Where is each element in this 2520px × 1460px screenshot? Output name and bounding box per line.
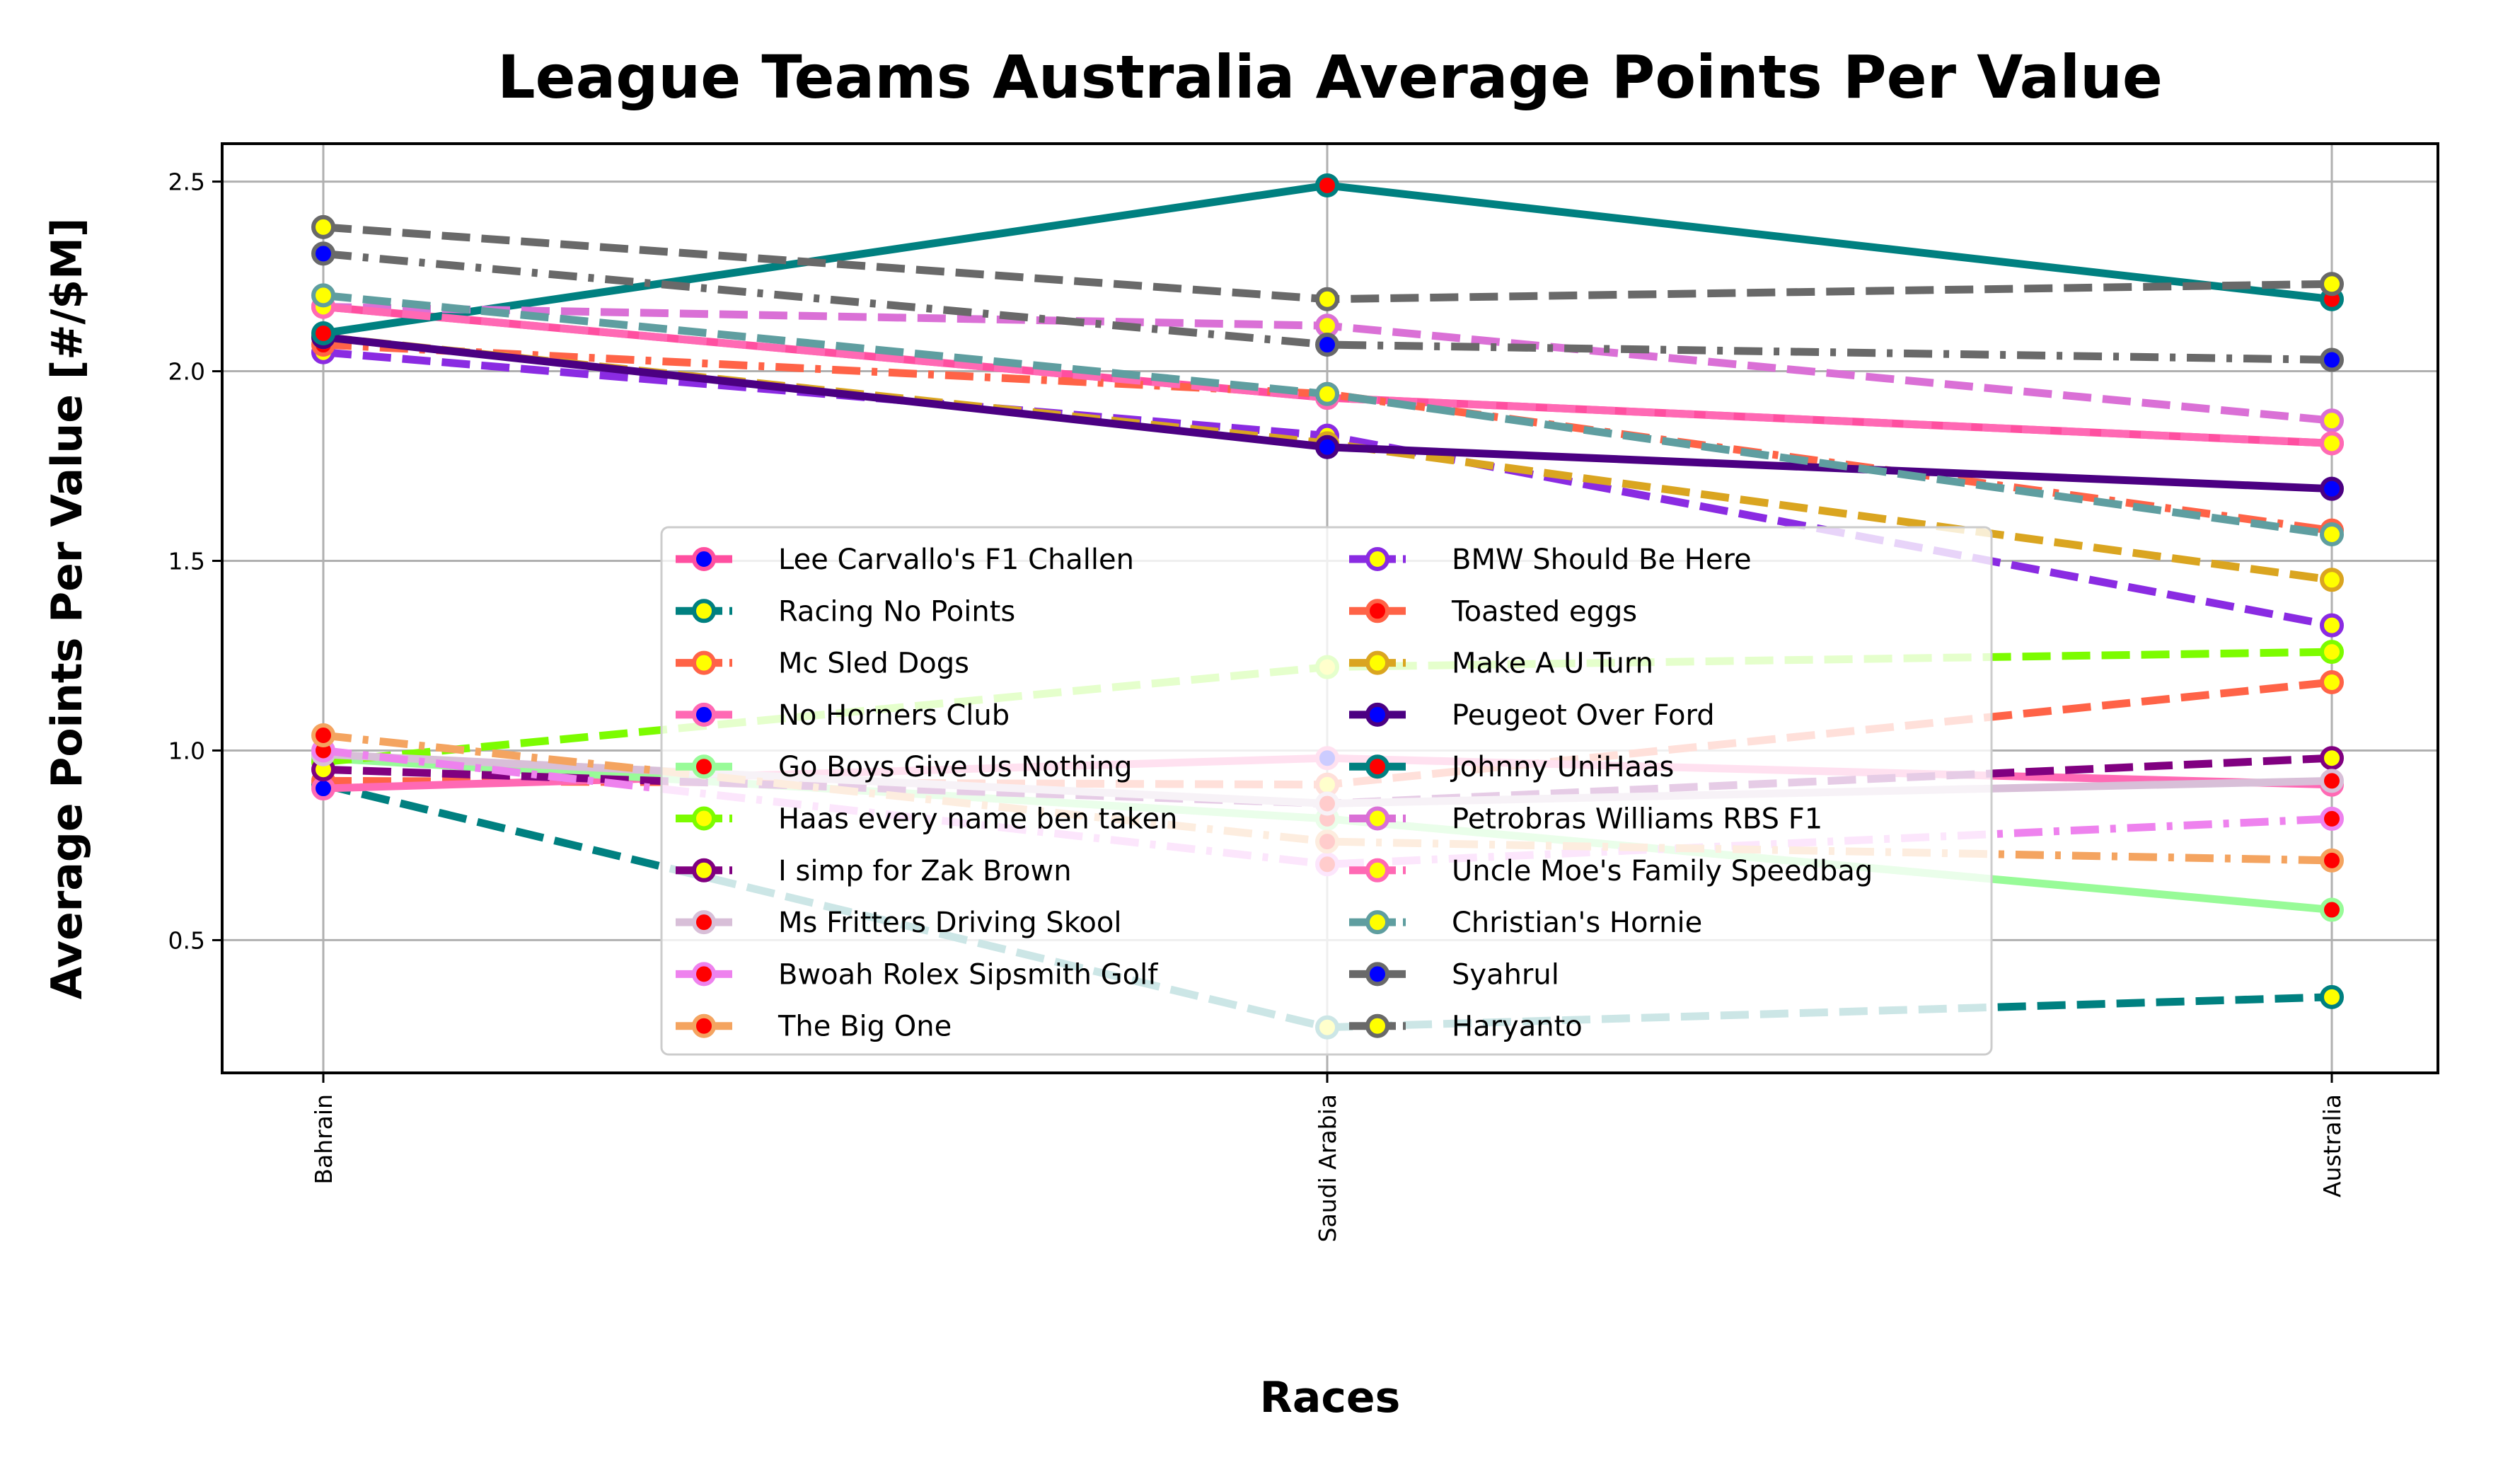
x-axis-label: Races <box>1260 1373 1401 1422</box>
x-tick-label: Australia <box>2318 1094 2346 1197</box>
legend-marker <box>1365 547 1389 571</box>
legend-marker <box>692 806 716 831</box>
legend-entry-label: Lee Carvallo's F1 Challen <box>778 544 1134 576</box>
legend-marker <box>1365 1013 1389 1038</box>
y-axis-label: Average Points Per Value [#/$M] <box>42 218 92 1000</box>
legend-marker <box>1365 754 1389 779</box>
legend-entry-label: Christian's Hornie <box>1452 907 1702 939</box>
data-point <box>2320 806 2344 831</box>
legend-entry-label: The Big One <box>778 1011 952 1043</box>
legend: Lee Carvallo's F1 Challen Racing No Point… <box>660 526 1993 1056</box>
y-tick-label: 2.5 <box>168 168 205 196</box>
legend-entry-label: Mc Sled Dogs <box>778 648 969 680</box>
data-point <box>2320 431 2344 456</box>
legend-marker <box>692 1013 716 1038</box>
data-point <box>2320 347 2344 372</box>
data-point <box>2320 476 2344 501</box>
data-point <box>311 241 335 266</box>
data-point <box>2320 769 2344 793</box>
legend-marker <box>1365 910 1389 935</box>
data-point <box>2320 613 2344 638</box>
data-point <box>2320 848 2344 873</box>
data-point <box>2320 272 2344 297</box>
data-point <box>1315 173 1339 197</box>
data-point <box>2320 984 2344 1009</box>
legend-marker <box>1365 858 1389 883</box>
data-point <box>2320 670 2344 695</box>
legend-entry-label: Racing No Points <box>778 595 1015 628</box>
x-tick-label: Bahrain <box>310 1094 337 1185</box>
x-tick-label: Saudi Arabia <box>1314 1094 1341 1242</box>
y-tick-label: 1.5 <box>168 548 205 575</box>
legend-marker <box>692 702 716 727</box>
legend-entry-label: Go Boys Give Us Nothing <box>778 751 1133 783</box>
y-tick-label: 2.0 <box>168 358 205 386</box>
data-point <box>311 214 335 239</box>
legend-marker <box>692 650 716 675</box>
series-group <box>311 173 2344 1040</box>
legend-entry-label: Make A U Turn <box>1452 648 1653 680</box>
data-point <box>311 283 335 308</box>
data-point <box>311 321 335 345</box>
data-point <box>2320 897 2344 922</box>
legend-marker <box>692 754 716 779</box>
legend-marker <box>692 547 716 571</box>
legend-marker <box>1365 962 1389 987</box>
legend-entry-label: Uncle Moe's Family Speedbag <box>1452 855 1873 887</box>
y-tick-label: 1.0 <box>168 737 205 764</box>
legend-entry-label: Peugeot Over Ford <box>1452 699 1715 732</box>
legend-entry-label: Johnny UniHaas <box>1450 751 1674 783</box>
legend-marker <box>692 858 716 883</box>
data-point <box>1315 381 1339 406</box>
x-axis-ticks: Bahrain Saudi Arabia Australia <box>310 1073 2346 1242</box>
data-point <box>2320 408 2344 433</box>
legend-entry-label: No Horners Club <box>778 699 1010 732</box>
data-point <box>1315 435 1339 459</box>
data-point <box>1315 287 1339 311</box>
legend-entry-label: Toasted eggs <box>1451 595 1637 628</box>
data-point <box>2320 568 2344 592</box>
legend-box <box>660 526 1993 1056</box>
y-axis-ticks: 0.5 1.0 1.5 2.0 2.5 <box>168 168 222 954</box>
data-point <box>1315 333 1339 357</box>
plot-frame <box>221 142 2439 1074</box>
legend-entry-label: Haryanto <box>1452 1011 1583 1043</box>
legend-entry-label: I simp for Zak Brown <box>778 855 1072 887</box>
legend-entry-label: Bwoah Rolex Sipsmith Golf <box>778 958 1158 991</box>
legend-marker <box>692 962 716 987</box>
legend-entry-label: Petrobras Williams RBS F1 <box>1452 803 1822 836</box>
data-point <box>2320 746 2344 771</box>
data-point <box>2320 640 2344 665</box>
data-point <box>311 723 335 748</box>
legend-marker <box>692 910 716 935</box>
legend-entry-label: BMW Should Be Here <box>1452 544 1752 576</box>
legend-entry-label: Ms Fritters Driving Skool <box>778 907 1122 939</box>
y-tick-label: 0.5 <box>168 926 205 954</box>
legend-marker <box>1365 599 1389 623</box>
legend-marker <box>1365 702 1389 727</box>
legend-marker <box>1365 806 1389 831</box>
data-point <box>2320 522 2344 546</box>
legend-entry-label: Haas every name ben taken <box>778 803 1178 836</box>
legend-marker <box>692 599 716 623</box>
legend-entry-label: Syahrul <box>1452 958 1559 991</box>
legend-marker <box>1365 650 1389 675</box>
chart-title: League Teams Australia Average Points Pe… <box>497 42 2163 112</box>
